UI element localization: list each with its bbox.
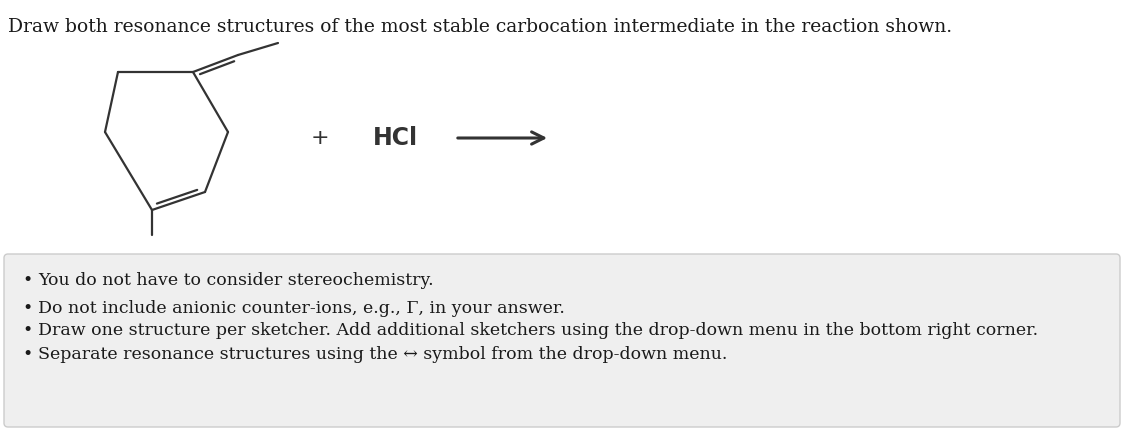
Text: Draw one structure per sketcher. Add additional sketchers using the drop-down me: Draw one structure per sketcher. Add add… [38,322,1038,339]
Text: You do not have to consider stereochemistry.: You do not have to consider stereochemis… [38,272,433,289]
Text: Draw both resonance structures of the most stable carbocation intermediate in th: Draw both resonance structures of the mo… [8,18,952,36]
Text: •: • [23,300,33,317]
Text: HCl: HCl [372,126,417,150]
Text: •: • [23,322,33,339]
FancyBboxPatch shape [5,254,1120,427]
Text: •: • [23,272,33,289]
Text: +: + [310,128,329,148]
Text: Do not include anionic counter-ions, e.g., Γ, in your answer.: Do not include anionic counter-ions, e.g… [38,300,565,317]
Text: •: • [23,346,33,363]
Text: Separate resonance structures using the ↔ symbol from the drop-down menu.: Separate resonance structures using the … [38,346,728,363]
